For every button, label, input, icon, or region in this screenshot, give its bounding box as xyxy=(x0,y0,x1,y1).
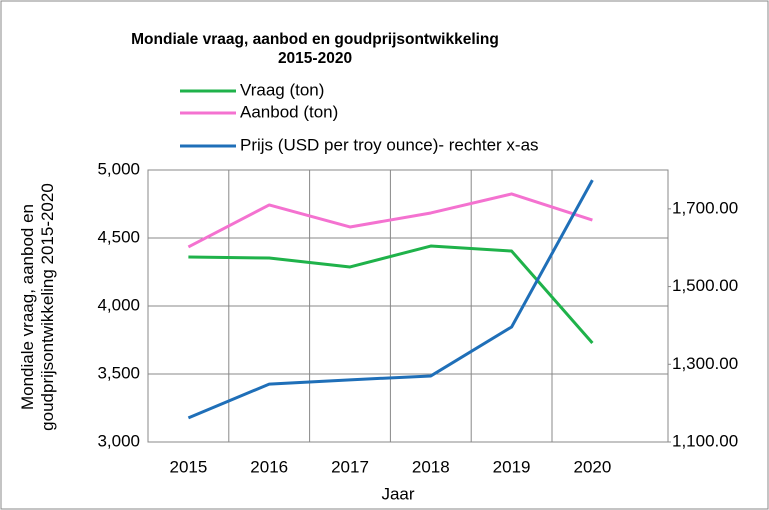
chart-title: Mondiale vraag, aanbod en goudprijsontwi… xyxy=(131,31,499,67)
y-tick-label: 3,500 xyxy=(97,363,140,382)
y2-tick-label: 1,300.00 xyxy=(672,354,738,373)
y-tick-label: 3,000 xyxy=(97,431,140,450)
y2-tick-label: 1,500.00 xyxy=(672,276,738,295)
series-line xyxy=(187,192,593,249)
series-line xyxy=(188,244,594,344)
y-tick-label: 4,000 xyxy=(97,295,140,314)
legend-label: Prijs (USD per troy ounce)- rechter x-as xyxy=(240,135,539,154)
y-tick-label: 4,500 xyxy=(97,227,140,246)
x-tick-label: 2018 xyxy=(412,457,450,476)
y2-tick-label: 1,100.00 xyxy=(672,431,738,450)
legend-label: Vraag (ton) xyxy=(240,80,324,99)
x-tick-label: 2015 xyxy=(169,457,207,476)
x-tick-label: 2017 xyxy=(331,457,369,476)
y2-tick-label: 1,700.00 xyxy=(672,198,738,217)
y-tick-label: 5,000 xyxy=(97,159,140,178)
legend-label: Aanbod (ton) xyxy=(240,102,338,121)
x-tick-label: 2019 xyxy=(493,457,531,476)
x-tick-label: 2020 xyxy=(573,457,611,476)
x-axis-label: Jaar xyxy=(381,484,414,503)
y-axis-label: Mondiale vraag, aanbod en goudprijsontwi… xyxy=(18,183,57,431)
x-tick-label: 2016 xyxy=(250,457,288,476)
series-line xyxy=(187,179,594,420)
